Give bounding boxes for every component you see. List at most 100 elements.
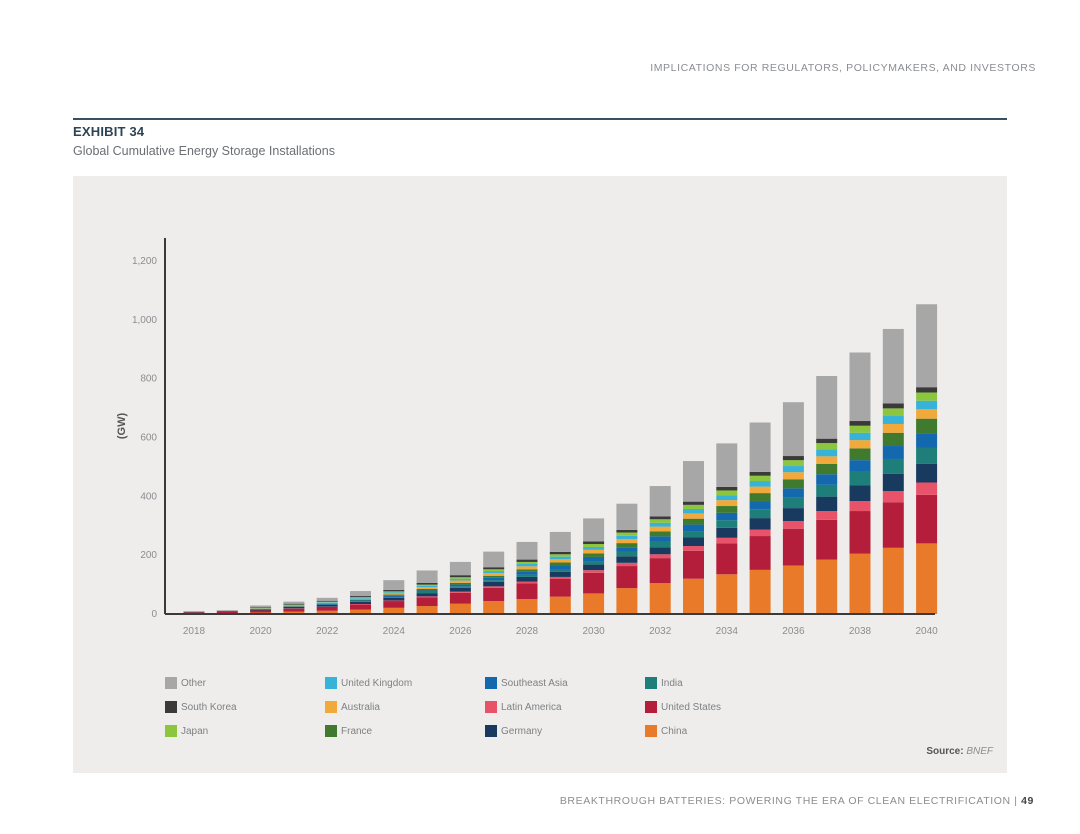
bar-segment — [849, 448, 871, 461]
bar-segment — [749, 481, 771, 487]
bar-segment — [716, 486, 738, 491]
bar-segment — [483, 587, 505, 602]
x-tick-label: 2018 — [183, 626, 206, 637]
bar-segment — [316, 597, 338, 601]
bar-segment — [649, 547, 671, 555]
bar-segment — [316, 603, 338, 605]
bar-segment — [882, 473, 904, 492]
bar-segment — [716, 543, 738, 575]
bar-segment — [616, 529, 638, 533]
bar-segment — [649, 522, 671, 527]
bar-segment — [216, 611, 238, 612]
bar-segment — [683, 550, 704, 579]
bar-segment — [516, 566, 538, 570]
bar-segment — [649, 583, 671, 614]
bar-segment — [716, 520, 738, 528]
bar-segment — [816, 449, 838, 457]
bar-segment — [350, 604, 371, 610]
bar-segment — [549, 531, 571, 552]
bar-segment — [782, 488, 804, 498]
bar-segment — [416, 590, 438, 592]
bar-segment — [250, 607, 272, 609]
bar-segment — [649, 486, 671, 517]
legend-item: France — [325, 724, 485, 738]
bar-segment — [483, 581, 505, 587]
bar-segment — [849, 471, 871, 486]
bar-segment — [350, 597, 371, 598]
bar-segment — [250, 609, 272, 611]
bar-segment — [649, 558, 671, 584]
bar-segment — [616, 556, 638, 563]
legend-label: Other — [181, 677, 207, 689]
bar-segment — [782, 466, 804, 473]
bar-segment — [483, 569, 505, 572]
bar-segment — [383, 593, 405, 595]
bar-segment — [683, 501, 704, 505]
x-tick-label: 2022 — [316, 626, 339, 637]
legend-swatch — [485, 701, 497, 713]
bar-segment — [583, 570, 605, 573]
bar-segment — [350, 597, 371, 599]
bar-segment — [483, 575, 505, 578]
bar-segment — [649, 536, 671, 542]
bar-segment — [416, 597, 438, 607]
bar-segment — [516, 569, 538, 572]
bar-segment — [683, 513, 704, 519]
x-tick-label: 2038 — [849, 626, 872, 637]
legend-swatch — [325, 677, 337, 689]
bar-segment — [716, 495, 738, 501]
bar-segment — [683, 546, 704, 551]
bar-segment — [583, 572, 605, 594]
chart-panel: 0 200 400 600 800 1,000 1,200 (GW) 2018 2020 2022 2… — [73, 176, 1007, 773]
bar-segment — [316, 603, 338, 604]
bar-segment — [882, 408, 904, 417]
bar-segment — [749, 529, 771, 537]
y-tick-label: 0 — [151, 609, 157, 620]
bar-segment — [749, 501, 771, 510]
legend-item: United Kingdom — [325, 676, 485, 690]
bar-segment — [916, 447, 938, 464]
legend-swatch — [485, 677, 497, 689]
bar-segment — [816, 376, 838, 439]
bar-segment — [882, 432, 904, 447]
bar-segment — [516, 561, 538, 564]
page-footer: BREAKTHROUGH BATTERIES: POWERING THE ERA… — [560, 795, 1034, 807]
bar-segment — [350, 601, 371, 602]
bar-segment — [350, 598, 371, 600]
bar-segment — [483, 577, 505, 581]
bar-segment — [916, 463, 938, 483]
bar-segment — [583, 541, 605, 544]
bar-segment — [782, 508, 804, 522]
bar-segment — [916, 387, 938, 393]
bar-segment — [549, 596, 571, 614]
bar-segment — [449, 575, 471, 578]
y-tick-label: 1,200 — [132, 256, 157, 267]
bar-segment — [283, 601, 305, 604]
bar-segment — [916, 494, 938, 544]
legend-item: Germany — [485, 724, 645, 738]
bar-segment — [549, 568, 571, 572]
bar-segment — [616, 532, 638, 536]
bar-segment — [816, 438, 838, 444]
bar-segment — [516, 571, 538, 575]
bar-segment — [583, 553, 605, 557]
bar-segment — [583, 546, 605, 550]
y-tick-label: 400 — [140, 491, 157, 502]
bar-segment — [916, 543, 938, 614]
x-tick-label: 2028 — [516, 626, 539, 637]
bar-segment — [350, 609, 371, 614]
bar-segment — [250, 605, 272, 608]
bar-segment — [516, 559, 538, 562]
x-tick-label: 2036 — [782, 626, 805, 637]
bar-segment — [683, 578, 704, 614]
bar-segment — [816, 511, 838, 520]
bar-segment — [283, 605, 305, 607]
bar-segment — [849, 425, 871, 433]
legend-swatch — [165, 725, 177, 737]
bar-segment — [350, 600, 371, 602]
legend-swatch — [645, 725, 657, 737]
bar-segment — [416, 593, 438, 597]
legend-item: United States — [645, 700, 805, 714]
bar-segment — [449, 591, 471, 593]
legend-swatch — [485, 725, 497, 737]
